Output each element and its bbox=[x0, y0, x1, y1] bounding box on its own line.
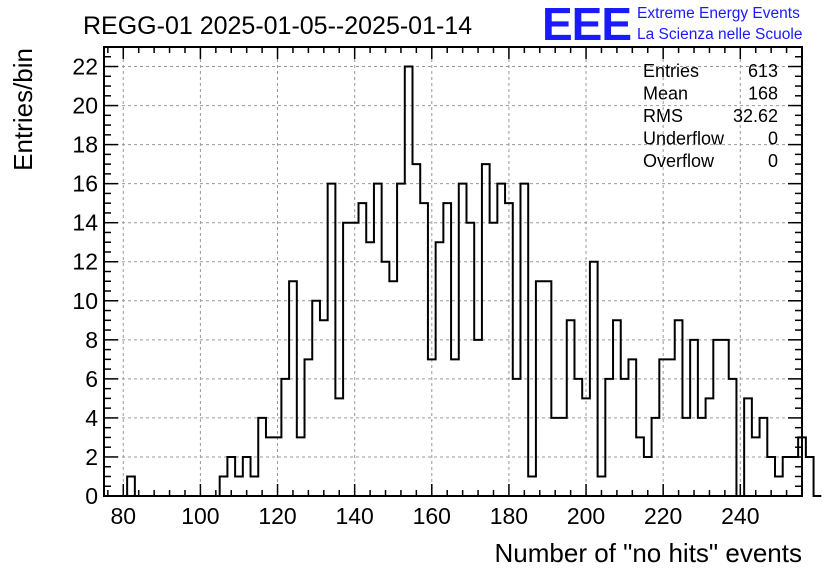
histogram-bin bbox=[528, 476, 536, 496]
x-tick-label: 120 bbox=[258, 503, 296, 529]
histogram-bin bbox=[729, 379, 737, 496]
stats-box: Entries 613 Mean 168 RMS 32.62 Underflow 0 Overf… bbox=[643, 61, 778, 171]
histogram-bin bbox=[251, 476, 259, 496]
x-tick-label: 140 bbox=[335, 503, 373, 529]
histogram-bin bbox=[567, 320, 575, 496]
y-tick-label: 0 bbox=[85, 483, 98, 509]
eee-logo: EEE Extreme Energy Events La Scienza nel… bbox=[542, 0, 802, 50]
histogram-bin bbox=[636, 437, 644, 496]
histogram-bin bbox=[536, 281, 544, 496]
histogram-bin bbox=[359, 203, 367, 496]
histogram-bin bbox=[621, 379, 629, 496]
histogram-bin bbox=[752, 437, 760, 496]
histogram-bin bbox=[443, 203, 451, 496]
x-tick-label: 160 bbox=[413, 503, 451, 529]
histogram-bin bbox=[544, 281, 552, 496]
y-tick-label: 14 bbox=[72, 210, 98, 236]
histogram-bin bbox=[235, 476, 243, 496]
histogram-bin bbox=[413, 164, 421, 496]
histogram-bin bbox=[297, 437, 305, 496]
y-tick-label: 18 bbox=[72, 132, 98, 158]
y-tick-label: 16 bbox=[72, 171, 98, 197]
histogram-bin bbox=[289, 281, 297, 496]
logo-text: EEE bbox=[542, 0, 631, 50]
histogram-bin bbox=[513, 379, 521, 496]
histogram-bin bbox=[405, 67, 413, 496]
histogram-bin bbox=[574, 379, 582, 496]
histogram-bin bbox=[220, 476, 228, 496]
stat-value: 32.62 bbox=[733, 106, 778, 126]
stat-label: RMS bbox=[643, 106, 683, 126]
x-tick-label: 220 bbox=[644, 503, 682, 529]
y-axis-ticks: 0 2 4 6 8 10 12 14 16 18 20 22 bbox=[72, 46, 802, 509]
logo-line-1: Extreme Energy Events bbox=[637, 5, 800, 22]
y-tick-label: 20 bbox=[72, 93, 98, 119]
histogram-bin bbox=[490, 223, 498, 496]
stat-value: 168 bbox=[748, 84, 778, 104]
y-tick-label: 22 bbox=[72, 54, 98, 80]
histogram-bin bbox=[343, 223, 351, 496]
histogram-bin bbox=[667, 359, 675, 496]
histogram-bin bbox=[366, 242, 374, 496]
histogram-bin bbox=[605, 379, 613, 496]
histogram-bin bbox=[281, 379, 289, 496]
histogram-bin bbox=[127, 476, 135, 496]
stat-label: Entries bbox=[643, 61, 699, 81]
histogram-bin bbox=[436, 242, 444, 496]
histogram-bin bbox=[320, 320, 328, 496]
histogram-bin bbox=[675, 320, 683, 496]
histogram-bin bbox=[266, 437, 274, 496]
grid-lines bbox=[104, 47, 802, 497]
stat-label: Mean bbox=[643, 84, 688, 104]
x-tick-label: 200 bbox=[567, 503, 605, 529]
y-tick-label: 4 bbox=[85, 405, 98, 431]
y-axis-label: Entries/bin bbox=[8, 48, 38, 171]
x-tick-label: 100 bbox=[181, 503, 219, 529]
histogram-bin bbox=[335, 398, 343, 496]
y-tick-label: 10 bbox=[72, 288, 98, 314]
x-tick-label: 80 bbox=[110, 503, 136, 529]
x-axis-label: Number of "no hits" events bbox=[495, 538, 803, 568]
histogram-bin bbox=[389, 281, 397, 496]
histogram-bin bbox=[466, 223, 474, 496]
histogram-bin bbox=[628, 359, 636, 496]
histogram-bin bbox=[312, 301, 320, 496]
logo-line-2: La Scienza nelle Scuole bbox=[637, 26, 802, 43]
y-tick-label: 6 bbox=[85, 366, 98, 392]
y-tick-label: 8 bbox=[85, 327, 98, 353]
x-axis-ticks: 80 100 120 140 160 180 200 220 240 bbox=[107, 47, 788, 529]
y-tick-label: 12 bbox=[72, 249, 98, 275]
plot-frame bbox=[103, 46, 803, 497]
histogram-bin bbox=[744, 398, 752, 496]
x-tick-label: 180 bbox=[490, 503, 528, 529]
histogram-bin bbox=[775, 476, 783, 496]
y-tick-label: 2 bbox=[85, 444, 98, 470]
histogram-bin bbox=[420, 203, 428, 496]
stat-value: 0 bbox=[768, 151, 778, 171]
histogram-bin bbox=[806, 457, 814, 496]
stat-label: Underflow bbox=[643, 129, 725, 149]
x-tick-label: 240 bbox=[721, 503, 759, 529]
chart-title: REGG-01 2025-01-05--2025-01-14 bbox=[83, 12, 472, 40]
histogram-bin bbox=[305, 359, 313, 496]
histogram-bin bbox=[451, 359, 459, 496]
histogram-bin bbox=[706, 398, 714, 496]
histogram-bin bbox=[613, 320, 621, 496]
histogram-bin bbox=[482, 164, 490, 496]
stat-value: 613 bbox=[748, 61, 778, 81]
stat-label: Overflow bbox=[643, 151, 715, 171]
stat-value: 0 bbox=[768, 129, 778, 149]
histogram-outline bbox=[119, 65, 822, 497]
